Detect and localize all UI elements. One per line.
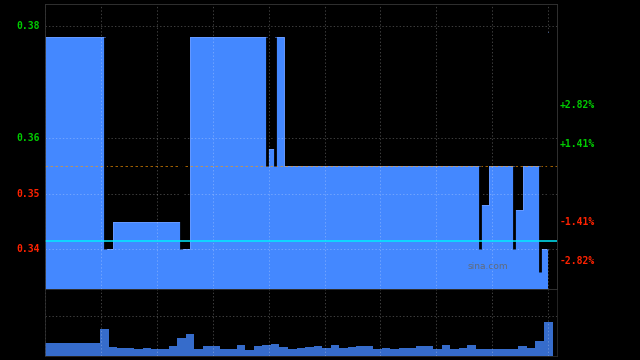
Text: +2.82%: +2.82% xyxy=(559,100,595,110)
Bar xyxy=(100,329,109,356)
Bar xyxy=(134,349,143,356)
Bar xyxy=(356,346,365,356)
Bar xyxy=(510,349,518,356)
Bar xyxy=(49,343,58,356)
Bar xyxy=(408,348,416,356)
Text: 0.36: 0.36 xyxy=(16,133,40,143)
Bar xyxy=(75,343,83,356)
Bar xyxy=(109,347,117,356)
Bar xyxy=(442,345,450,356)
Text: +1.41%: +1.41% xyxy=(559,139,595,149)
Bar xyxy=(126,348,134,356)
Bar xyxy=(40,343,49,356)
Bar xyxy=(152,349,160,356)
Text: sina.com: sina.com xyxy=(468,262,508,271)
Bar xyxy=(450,349,459,356)
Bar xyxy=(83,343,92,356)
Bar xyxy=(476,349,484,356)
Bar xyxy=(382,348,390,356)
Bar xyxy=(58,343,66,356)
Bar xyxy=(493,349,501,356)
Bar xyxy=(220,349,228,356)
Text: 0.35: 0.35 xyxy=(16,189,40,199)
Bar xyxy=(314,346,322,356)
Bar xyxy=(168,346,177,356)
Bar xyxy=(228,349,237,356)
Bar xyxy=(194,349,203,356)
Text: 0.34: 0.34 xyxy=(16,244,40,255)
Bar xyxy=(305,347,314,356)
Bar xyxy=(331,345,339,356)
Bar xyxy=(177,338,186,356)
Bar xyxy=(433,349,442,356)
Bar xyxy=(424,346,433,356)
Bar xyxy=(271,345,280,356)
Bar xyxy=(254,346,262,356)
Bar xyxy=(518,346,527,356)
Bar xyxy=(348,347,356,356)
Bar xyxy=(459,348,467,356)
Bar xyxy=(203,346,211,356)
Bar xyxy=(237,345,245,356)
Bar xyxy=(117,348,126,356)
Bar xyxy=(66,343,75,356)
Bar xyxy=(544,323,552,356)
Text: -2.82%: -2.82% xyxy=(559,256,595,266)
Bar xyxy=(339,348,348,356)
Text: 0.38: 0.38 xyxy=(16,21,40,31)
Bar xyxy=(373,349,382,356)
Bar xyxy=(527,348,536,356)
Bar xyxy=(160,349,168,356)
Bar xyxy=(211,346,220,356)
Bar xyxy=(365,346,373,356)
Bar xyxy=(143,348,152,356)
Bar xyxy=(390,349,399,356)
Bar xyxy=(484,350,493,356)
Bar xyxy=(288,349,296,356)
Bar xyxy=(280,347,288,356)
Bar xyxy=(245,350,254,356)
Bar xyxy=(467,345,476,356)
Bar xyxy=(92,343,100,356)
Bar xyxy=(322,348,331,356)
Bar xyxy=(262,345,271,356)
Bar xyxy=(399,348,408,356)
Bar xyxy=(501,349,510,356)
Bar xyxy=(416,346,424,356)
Bar xyxy=(296,348,305,356)
Text: -1.41%: -1.41% xyxy=(559,217,595,227)
Bar xyxy=(536,341,544,356)
Bar xyxy=(186,334,194,356)
